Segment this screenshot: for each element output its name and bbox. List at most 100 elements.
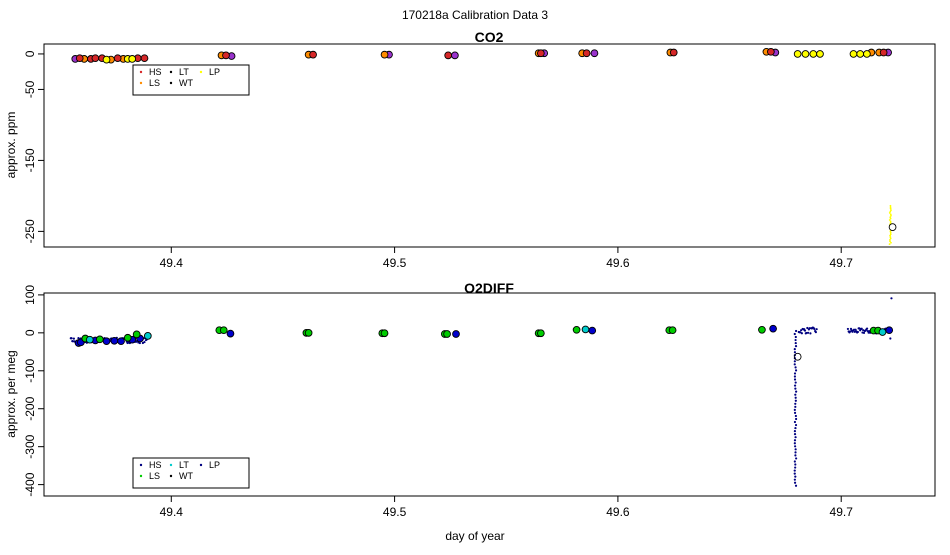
- o2diff-y-axis-label: approx. per meg: [4, 350, 18, 437]
- o2diff-dip-dot: [794, 405, 797, 408]
- co2-data-point: [140, 54, 149, 63]
- o2diff-dip-dot: [794, 329, 798, 333]
- o2diff-data-point: [123, 333, 132, 342]
- co2-trace-dot: [889, 221, 892, 224]
- o2diff-dip-dot: [793, 478, 796, 481]
- co2-trace-dot: [889, 233, 892, 236]
- o2diff-legend-marker: [199, 463, 203, 467]
- co2-data-point: [793, 50, 802, 58]
- o2diff-dip-dot: [794, 436, 797, 439]
- co2-legend-marker: [169, 70, 173, 74]
- o2diff-dip-dot: [794, 387, 797, 390]
- o2diff-dip-dot: [794, 402, 797, 405]
- co2-open-point: [888, 223, 897, 231]
- o2diff-dip-dot: [793, 351, 797, 354]
- o2diff-dip-dot: [793, 439, 797, 442]
- o2diff-data-point: [380, 329, 389, 338]
- o2diff-data-point: [588, 326, 597, 335]
- o2diff-dip-dot: [794, 448, 797, 451]
- o2diff-trace-dot: [72, 337, 75, 340]
- o2diff-data-point: [143, 332, 152, 340]
- o2diff-dip-dot: [793, 360, 796, 363]
- o2diff-trace-dot: [814, 330, 817, 334]
- o2diff-dip-dot: [793, 375, 797, 378]
- o2diff-trace-dot: [800, 329, 803, 332]
- o2diff-data-point: [443, 330, 451, 338]
- co2-trace-dot: [889, 234, 891, 237]
- o2diff-dip-dot: [793, 481, 797, 484]
- o2diff-trace-dot: [815, 328, 818, 331]
- co2-legend-box: [132, 64, 250, 96]
- o2diff-dip-dot: [793, 363, 796, 366]
- o2diff-data-point: [304, 328, 313, 337]
- o2diff-trace-dot: [860, 327, 863, 330]
- o2diff-legend-label: LP: [209, 460, 220, 470]
- o2diff-dip-dot: [794, 423, 798, 427]
- co2-trace-dot: [890, 214, 892, 217]
- co2-data-point: [380, 50, 389, 59]
- o2diff-data-point: [219, 326, 228, 335]
- o2diff-y-tick-label: 0: [23, 329, 37, 336]
- co2-trace-dot: [889, 236, 892, 238]
- co2-data-point: [102, 55, 111, 64]
- figure-title: 170218a Calibration Data 3: [402, 8, 548, 22]
- co2-legend-marker: [199, 70, 203, 74]
- co2-data-point: [222, 51, 230, 60]
- o2diff-dip-dot: [795, 457, 798, 460]
- o2diff-dip-dot: [793, 348, 796, 351]
- co2-panel: CO2 approx. ppm 49.4 49.5 49.6 49.7 0 -50 -150…: [4, 29, 936, 270]
- co2-trace-dot: [889, 239, 891, 241]
- o2diff-data-point: [226, 329, 235, 338]
- co2-trace-dot: [889, 240, 891, 243]
- co2-chart-title: CO2: [475, 29, 504, 45]
- co2-y-tick-label: -250: [23, 219, 37, 243]
- co2-data-point: [816, 50, 824, 58]
- co2-legend-label: LS: [149, 78, 160, 88]
- o2diff-trace-dot: [138, 341, 141, 345]
- co2-trace-dot: [889, 213, 892, 216]
- o2diff-chart-title: O2DIFF: [464, 280, 514, 296]
- o2diff-data-point: [85, 335, 94, 344]
- o2diff-trace-dot: [807, 331, 810, 334]
- o2diff-dip-dot: [794, 475, 797, 478]
- co2-trace-dot: [889, 206, 892, 209]
- o2diff-data-point: [668, 326, 677, 335]
- o2diff-legend-marker: [169, 474, 173, 478]
- o2diff-dip-dot: [794, 445, 797, 448]
- o2diff-open-point: [793, 352, 802, 361]
- o2diff-y-tick-label: -100: [23, 358, 37, 382]
- o2diff-outlier-dot: [890, 297, 893, 300]
- co2-data-point: [128, 55, 137, 63]
- co2-data-point: [849, 50, 858, 58]
- o2diff-trace-dot: [803, 329, 807, 332]
- o2diff-x-tick-label: 49.4: [160, 505, 184, 519]
- co2-trace-dot: [888, 243, 891, 246]
- o2diff-trace-dot: [808, 327, 811, 330]
- co2-trace-dot: [889, 210, 892, 213]
- o2diff-dip-dot: [794, 369, 798, 372]
- o2diff-trace-dot: [143, 340, 146, 344]
- o2diff-dip-dot: [794, 345, 798, 348]
- o2diff-data-point: [878, 328, 887, 336]
- o2diff-dip-dot: [793, 332, 796, 336]
- co2-trace-dot: [890, 241, 892, 244]
- o2diff-dip-dot: [793, 460, 796, 463]
- o2diff-y-tick-label: -300: [23, 434, 37, 458]
- co2-trace-dot: [889, 220, 892, 223]
- o2diff-legend-marker: [139, 474, 143, 478]
- o2diff-dip-dot: [794, 393, 797, 396]
- co2-y-axis-label: approx. ppm: [4, 112, 18, 179]
- o2diff-dip-dot: [793, 469, 796, 472]
- o2diff-data-point: [132, 330, 141, 339]
- o2diff-dip-dot: [795, 390, 798, 393]
- o2diff-x-tick-label: 49.5: [383, 505, 407, 519]
- o2diff-trace-dot: [71, 340, 75, 343]
- co2-trace-dot: [889, 207, 892, 210]
- o2diff-trace-dot: [856, 330, 859, 334]
- co2-data-point: [767, 47, 775, 56]
- o2diff-trace-dot: [813, 327, 816, 331]
- o2diff-dip-dot: [793, 442, 796, 445]
- o2diff-data-point: [110, 336, 119, 345]
- co2-x-tick-label: 49.4: [160, 256, 184, 270]
